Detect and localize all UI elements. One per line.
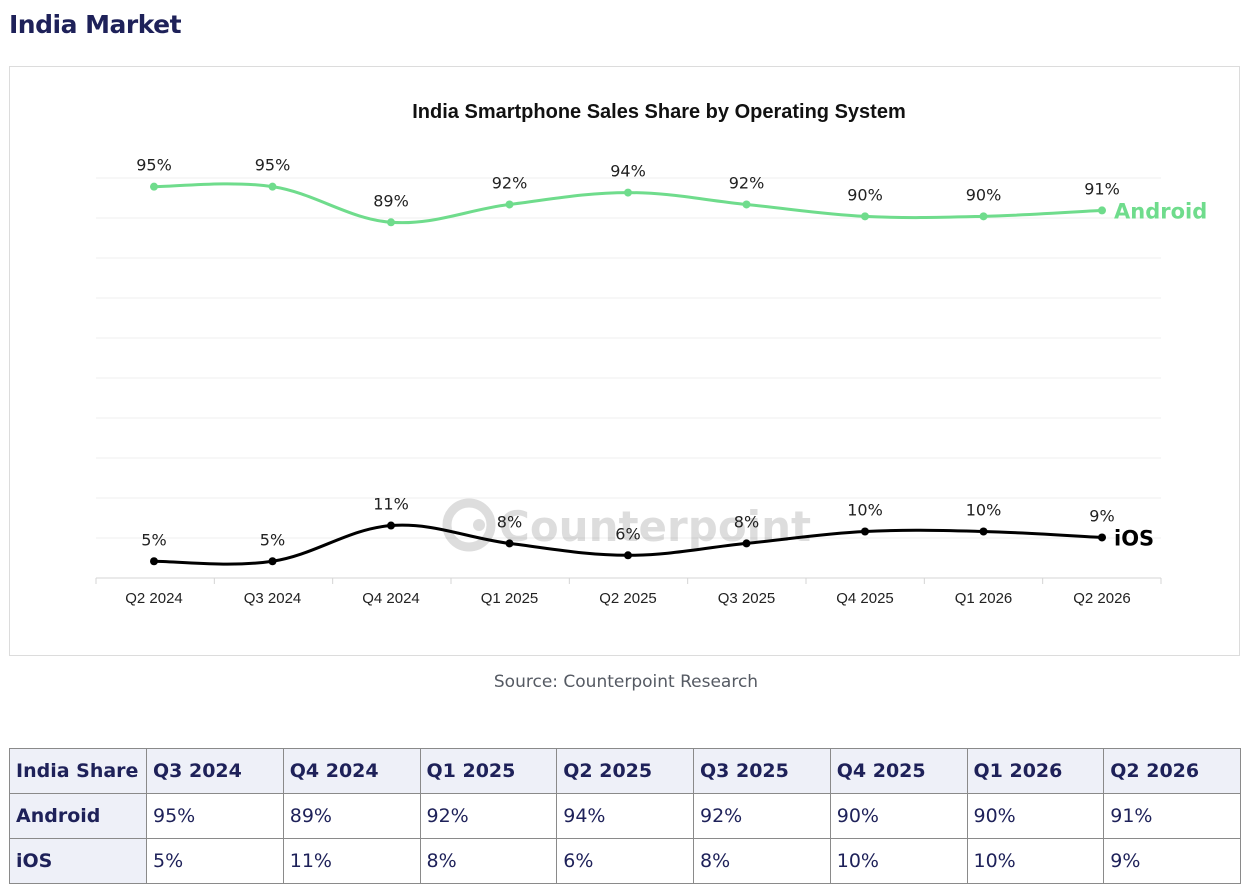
series-name-label: iOS bbox=[1114, 526, 1154, 550]
data-point bbox=[505, 539, 514, 548]
x-tick-label: Q3 2025 bbox=[718, 590, 776, 607]
table-header-cell: Q1 2026 bbox=[966, 748, 1105, 794]
chart-frame: Counterpoint India Smartphone Sales Shar… bbox=[9, 66, 1240, 656]
table-cell: 8% bbox=[693, 838, 831, 884]
table-cell: 11% bbox=[282, 838, 421, 884]
table-cell: 92% bbox=[419, 793, 558, 839]
table-header-cell: Q4 2024 bbox=[282, 748, 421, 794]
x-tick-label: Q2 2024 bbox=[125, 590, 183, 607]
data-point bbox=[979, 212, 988, 221]
data-point bbox=[861, 212, 869, 221]
table-cell: 10% bbox=[966, 838, 1105, 884]
data-label: 10% bbox=[847, 501, 883, 520]
watermark-text: Counterpoint bbox=[499, 502, 811, 551]
data-point bbox=[150, 182, 158, 191]
x-axis-ticks: Q2 2024 Q3 2024 Q4 2024 Q1 2025 Q2 2025 Q3 20… bbox=[95, 578, 1162, 607]
table-row: Android 95% 89% 92% 94% 92% 90% 90% 91% bbox=[9, 793, 1241, 839]
table-cell: 9% bbox=[1103, 838, 1241, 884]
table-header-cell: Q4 2025 bbox=[829, 748, 968, 794]
table-cell: 90% bbox=[966, 793, 1105, 839]
data-point bbox=[505, 200, 514, 209]
data-label: 6% bbox=[615, 524, 640, 543]
series-name-label: Android bbox=[1114, 199, 1207, 223]
table-cell: 10% bbox=[829, 838, 968, 884]
table-header-cell: Q2 2025 bbox=[556, 748, 694, 794]
table-cell: 92% bbox=[693, 793, 831, 839]
data-label: 5% bbox=[260, 530, 285, 549]
row-label-android: Android bbox=[9, 793, 147, 839]
data-label: 10% bbox=[966, 501, 1002, 520]
table-header-row: India Share Q3 2024 Q4 2024 Q1 2025 Q2 2… bbox=[9, 748, 1241, 794]
table-cell: 89% bbox=[282, 793, 421, 839]
table-cell: 94% bbox=[556, 793, 694, 839]
data-label: 92% bbox=[492, 173, 528, 192]
series: 95% 95% 89% 92% 94% 92% 90% 90% 91%Android 5% 5% 11… bbox=[136, 156, 1207, 566]
watermark-logo-icon bbox=[442, 498, 496, 552]
data-label: 94% bbox=[610, 162, 646, 181]
data-label: 90% bbox=[966, 185, 1002, 204]
x-tick-label: Q1 2026 bbox=[955, 590, 1013, 607]
data-point bbox=[387, 218, 395, 227]
share-table: India Share Q3 2024 Q4 2024 Q1 2025 Q2 2… bbox=[9, 748, 1241, 884]
data-point bbox=[387, 521, 395, 530]
x-tick-label: Q4 2024 bbox=[362, 590, 420, 607]
data-point bbox=[742, 539, 751, 548]
data-point bbox=[1098, 206, 1106, 215]
table-cell: 95% bbox=[146, 793, 284, 839]
data-label: 89% bbox=[373, 191, 409, 210]
data-point bbox=[624, 188, 632, 197]
x-tick-label: Q2 2026 bbox=[1073, 590, 1131, 607]
series-android: 95% 95% 89% 92% 94% 92% 90% 90% 91%Android bbox=[136, 156, 1207, 227]
table-row: iOS 5% 11% 8% 6% 8% 10% 10% 9% bbox=[9, 838, 1241, 884]
chart-title: India Smartphone Sales Share by Operatin… bbox=[412, 101, 906, 123]
x-tick-label: Q1 2025 bbox=[481, 590, 539, 607]
data-label: 8% bbox=[734, 512, 759, 531]
watermark-logo-dot-icon bbox=[473, 519, 485, 531]
data-label: 91% bbox=[1084, 179, 1120, 198]
data-label: 8% bbox=[497, 512, 522, 531]
data-point bbox=[1098, 533, 1106, 542]
data-label: 5% bbox=[141, 530, 166, 549]
table-cell: 8% bbox=[419, 838, 558, 884]
table-header-cell: Q3 2024 bbox=[146, 748, 284, 794]
data-point bbox=[979, 527, 988, 536]
grid-lines bbox=[96, 177, 1161, 579]
source-note: Source: Counterpoint Research bbox=[493, 672, 759, 692]
page-heading: India Market bbox=[9, 10, 182, 39]
table-cell: 90% bbox=[829, 793, 968, 839]
data-label: 95% bbox=[136, 156, 172, 175]
table-header-cell: Q1 2025 bbox=[419, 748, 558, 794]
x-tick-label: Q3 2024 bbox=[244, 590, 302, 607]
data-label: 92% bbox=[729, 173, 765, 192]
table-header-cell: India Share bbox=[9, 748, 147, 794]
series-ios: 5% 5% 11% 8% 6% 8% 10% 10% 9%iOS bbox=[141, 495, 1154, 566]
data-point bbox=[150, 557, 158, 566]
data-label: 9% bbox=[1089, 506, 1114, 525]
table-cell: 5% bbox=[146, 838, 284, 884]
data-label: 90% bbox=[847, 185, 883, 204]
table-header-cell: Q2 2026 bbox=[1103, 748, 1241, 794]
data-point bbox=[268, 557, 277, 566]
table-cell: 6% bbox=[556, 838, 694, 884]
table-header-cell: Q3 2025 bbox=[693, 748, 831, 794]
data-point bbox=[861, 527, 869, 536]
x-tick-label: Q4 2025 bbox=[836, 590, 894, 607]
row-label-ios: iOS bbox=[9, 838, 147, 884]
data-point bbox=[742, 200, 751, 209]
data-point bbox=[268, 182, 277, 191]
data-label: 11% bbox=[373, 495, 409, 514]
table-cell: 91% bbox=[1103, 793, 1241, 839]
data-label: 95% bbox=[255, 156, 291, 175]
data-point bbox=[624, 551, 632, 560]
x-tick-label: Q2 2025 bbox=[599, 590, 657, 607]
